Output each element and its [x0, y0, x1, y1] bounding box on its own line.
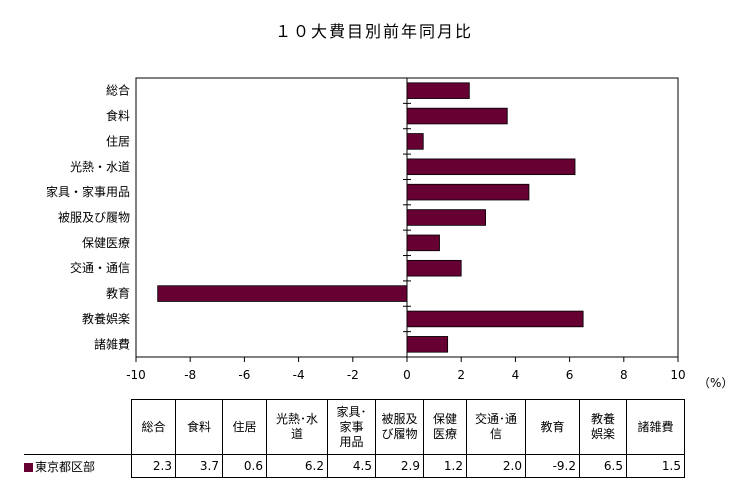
- x-tick-label: 10: [670, 368, 685, 382]
- series-label: 東京都区部: [35, 459, 96, 474]
- table-column-header: 総合: [131, 399, 176, 455]
- table-column-header-line: 娯楽: [590, 427, 615, 441]
- x-tick-label: -6: [238, 368, 250, 382]
- table-column-header: 教育: [525, 399, 580, 455]
- x-tick-label: 8: [620, 368, 628, 382]
- table-column-header: 交通･通信: [466, 399, 526, 455]
- table-header-row: 総合 食料 住居 光熱･水道家具･ 家事 用品 被服及 び履物 保健 医療 交通･通信教育 教養 娯楽諸…: [24, 399, 685, 455]
- table-row: 東京都区部 2.3 3.7 0.6 6.2 4.5 2.9 1.2 2.0 -9.2 6.5 1.5: [24, 454, 685, 478]
- table-corner: [24, 399, 132, 455]
- x-tick-label: -2: [347, 368, 359, 382]
- table-column-header-line: 光熱･水: [275, 412, 318, 426]
- bar: [406, 107, 508, 125]
- category-label: 住居: [106, 134, 130, 148]
- table-cell: 2.0: [466, 454, 526, 478]
- table-column-header-line: 医療: [432, 427, 457, 441]
- table-column-header: 食料: [175, 399, 223, 455]
- category-label: 家具・家事用品: [46, 184, 130, 199]
- table-column-header-line: 教養: [590, 412, 615, 426]
- table-cell: -9.2: [525, 454, 580, 478]
- table-column-header: 諸雑費: [626, 399, 685, 455]
- table-cell: 0.6: [222, 454, 267, 478]
- table-column-header-line: 道: [290, 427, 303, 441]
- table-column-header: 光熱･水道: [266, 399, 328, 455]
- table-column-header-line: 被服及: [381, 412, 418, 426]
- table-column-header-line: 食料: [186, 419, 211, 434]
- table-row-header: 東京都区部: [24, 454, 132, 478]
- bar: [406, 183, 530, 201]
- table-column-header-line: 総合: [141, 419, 166, 434]
- x-tick-label: 6: [566, 368, 574, 382]
- table-column-header: 教養 娯楽: [579, 399, 627, 455]
- table-column-header: 保健 医療: [423, 399, 467, 455]
- chart-title: １０大費目別前年同月比: [274, 22, 473, 41]
- x-tick-label: 2: [457, 368, 465, 382]
- table-column-header-line: 諸雑費: [637, 419, 674, 434]
- bar: [406, 336, 449, 353]
- category-label: 被服及び履物: [58, 211, 130, 225]
- table-column-header-line: 保健: [432, 412, 457, 426]
- table-cell: 2.3: [131, 454, 176, 478]
- table-column-header: 住居: [222, 399, 267, 455]
- table-cell: 3.7: [175, 454, 223, 478]
- x-tick-label: -10: [126, 368, 146, 382]
- table-column-header-line: 交通･通: [474, 412, 517, 426]
- legend-swatch-icon: [24, 462, 33, 472]
- data-table: 総合 食料 住居 光熱･水道家具･ 家事 用品 被服及 び履物 保健 医療 交通･通信教育 教養 娯楽諸…: [24, 399, 685, 478]
- category-label: 教育: [106, 286, 130, 301]
- table-cell: 1.5: [626, 454, 685, 478]
- x-tick-label: 4: [512, 368, 520, 382]
- bar: [406, 158, 576, 176]
- category-label: 交通・通信: [70, 260, 130, 275]
- bar: [406, 133, 424, 150]
- bar-chart: 総合食料住居光熱・水道家具・家事用品被服及び履物保健医療交通・通信教育教養娯楽諸…: [46, 77, 686, 382]
- table-cell: 1.2: [423, 454, 467, 478]
- table-cell: 2.9: [375, 454, 424, 478]
- x-axis-unit: （%）: [698, 376, 734, 390]
- x-tick-label: -4: [293, 368, 305, 382]
- table-column-header-line: 教育: [540, 419, 565, 434]
- table-column-header: 家具･ 家事 用品: [327, 399, 376, 455]
- table-cell: 6.2: [266, 454, 328, 478]
- bar: [406, 209, 486, 226]
- bar: [406, 259, 462, 277]
- bar: [406, 234, 440, 252]
- category-label: 食料: [106, 108, 130, 123]
- category-label: 諸雑費: [94, 336, 130, 351]
- table-cell: 6.5: [579, 454, 627, 478]
- table-column-header-line: 家事: [339, 419, 364, 434]
- x-tick-label: 0: [403, 368, 411, 382]
- table-column-header-line: び履物: [381, 427, 418, 441]
- bar: [157, 285, 408, 302]
- category-label: 教養娯楽: [82, 311, 130, 326]
- category-label: 光熱・水道: [70, 160, 130, 174]
- bar: [406, 310, 584, 328]
- category-label: 保健医療: [82, 236, 130, 250]
- table-cell: 4.5: [327, 454, 376, 478]
- category-label: 総合: [106, 83, 130, 98]
- table-column-header-line: 信: [489, 427, 502, 441]
- table-column-header: 被服及 び履物: [375, 399, 424, 455]
- x-tick-label: -8: [184, 368, 196, 382]
- table-column-header-line: 住居: [232, 419, 257, 434]
- table-column-header-line: 家具･: [336, 404, 367, 419]
- table-column-header-line: 用品: [339, 434, 364, 449]
- bar: [406, 82, 470, 99]
